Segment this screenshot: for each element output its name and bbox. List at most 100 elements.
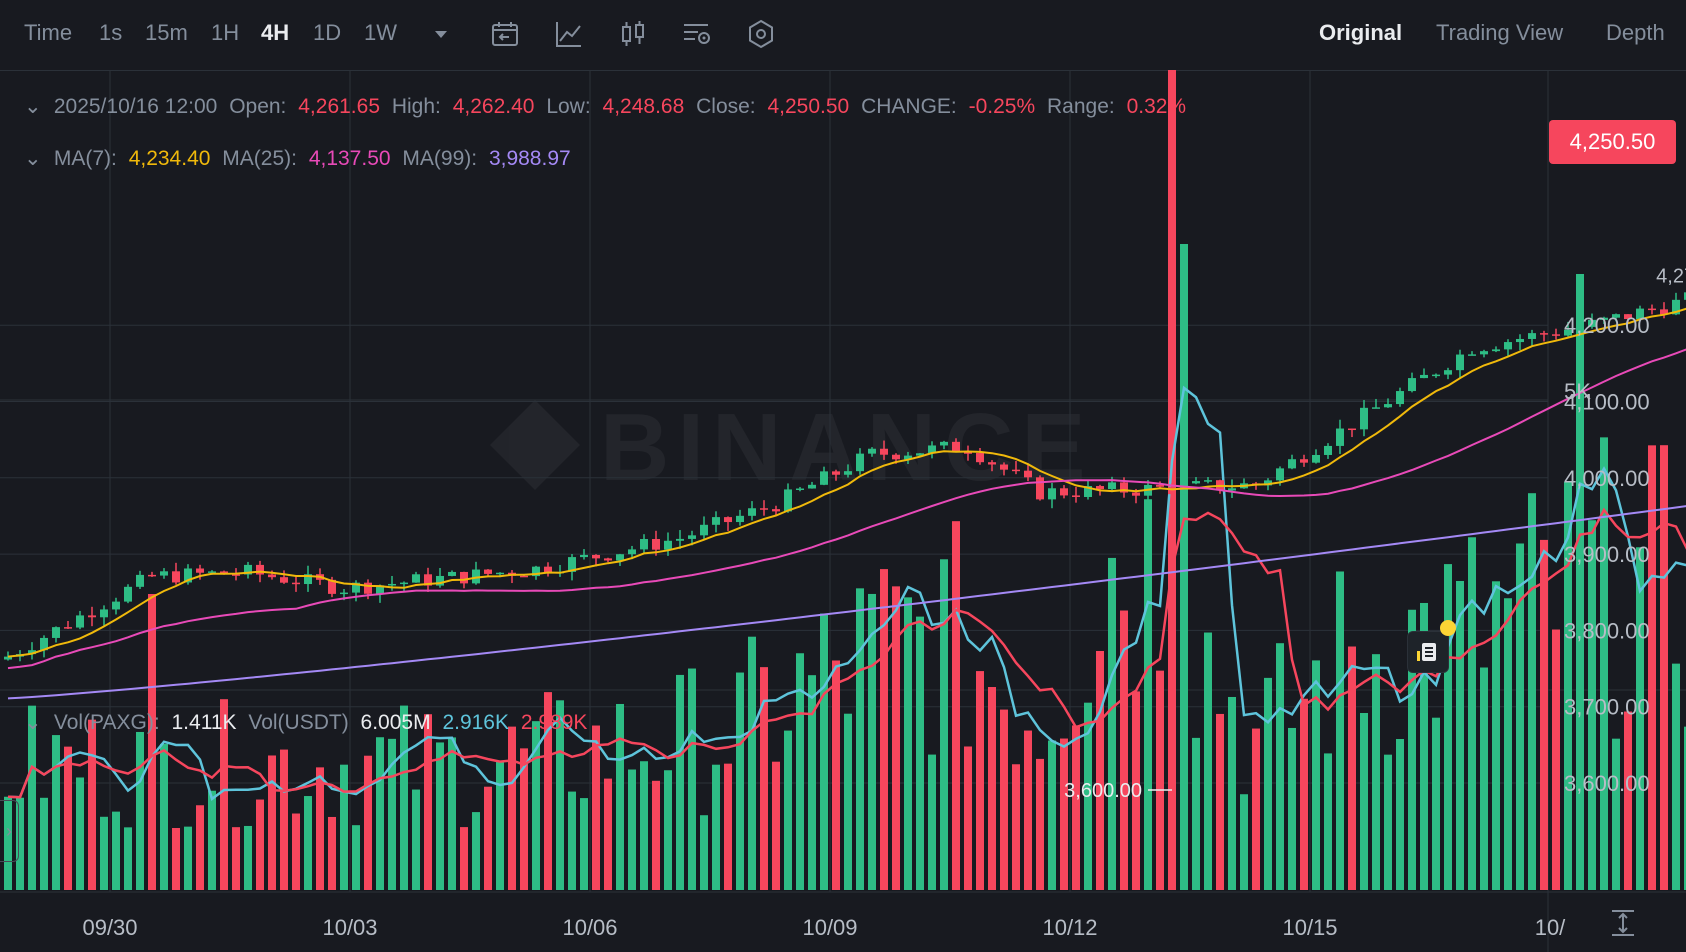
volume-bar — [1096, 650, 1104, 890]
candle-body — [376, 585, 384, 594]
volume-bar — [868, 593, 876, 890]
interval-1s[interactable]: 1s — [99, 20, 123, 45]
candle-body — [520, 575, 528, 578]
axes: 4,200.00 4,100.00 4,000.00 3,900.00 3,800.00… — [82, 266, 1686, 940]
interval-1d[interactable]: 1D — [313, 20, 342, 45]
candle-body — [748, 508, 756, 516]
candle-body — [808, 484, 816, 489]
view-depth[interactable]: Depth — [1606, 20, 1665, 45]
volume-bar — [688, 668, 696, 890]
collapse-chevron-icon[interactable]: ⌄ — [24, 711, 42, 734]
volume-bar — [1492, 581, 1500, 890]
candle-body — [172, 571, 180, 583]
change-label: CHANGE: — [861, 95, 957, 118]
price-tick-label: 3,700.00 — [1564, 695, 1650, 720]
volume-bar — [1192, 737, 1200, 890]
interval-4h[interactable]: 4H — [261, 20, 290, 45]
interval-15m[interactable]: 15m — [145, 20, 188, 45]
volume-bar — [1528, 493, 1536, 890]
price-tick-label: 3,800.00 — [1564, 618, 1650, 643]
side-expand-tab[interactable]: › — [0, 800, 19, 862]
volume-bar — [148, 594, 156, 890]
candle-body — [136, 574, 144, 587]
candle-body — [868, 448, 876, 454]
volume-bar — [220, 699, 228, 890]
view-trading-view[interactable]: Trading View — [1436, 20, 1564, 45]
candle-body — [1492, 349, 1500, 352]
volume-bar — [496, 761, 504, 890]
candle-body — [544, 566, 552, 573]
volume-bar — [1480, 667, 1488, 890]
volume-bar — [1324, 753, 1332, 890]
volume-bar — [904, 597, 912, 890]
volume-bar — [1468, 537, 1476, 890]
dropdown-caret-icon[interactable] — [424, 17, 458, 51]
candle-type-icon[interactable] — [616, 17, 650, 51]
time-tick-label: 10/15 — [1282, 915, 1337, 940]
candle-body — [124, 586, 132, 602]
candle-body — [1360, 407, 1368, 430]
volume-bar — [1036, 758, 1044, 890]
volume-bar — [880, 569, 888, 890]
vol-ma2-value: 2.989K — [520, 711, 588, 734]
candle-body — [1228, 488, 1236, 491]
candle-body — [1444, 370, 1452, 375]
interval-1h[interactable]: 1H — [211, 20, 240, 45]
candle-body — [988, 462, 996, 465]
volume-bar — [268, 755, 276, 890]
volume-ma1-line — [7, 385, 1686, 801]
candle-body — [628, 549, 636, 555]
volume-bar — [412, 789, 420, 890]
range-value: 0.32% — [1126, 95, 1187, 118]
volume-bar — [1264, 677, 1272, 890]
volume-bar — [1516, 543, 1524, 890]
volume-bar — [1072, 725, 1080, 890]
volume-bar — [1228, 696, 1236, 890]
volume-bar — [1252, 728, 1260, 890]
volume-bar — [664, 770, 672, 890]
time-tick-label: 10/09 — [802, 915, 857, 940]
indicator-icon[interactable] — [552, 17, 586, 51]
volume-bar — [640, 761, 648, 890]
calendar-icon[interactable] — [488, 17, 522, 51]
volume-bar — [1372, 654, 1380, 890]
candle-body — [1588, 319, 1596, 327]
time-tick-label: 10/06 — [562, 915, 617, 940]
ma25-line — [7, 348, 1686, 670]
candle-body — [1528, 333, 1536, 339]
candlestick-chart[interactable]: BINANCE 4,200.00 4,100.00 4,000.00 3,900.00… — [0, 70, 1686, 952]
notification-dot — [1440, 620, 1456, 636]
notes-button[interactable] — [1407, 631, 1449, 673]
auto-scale-icon[interactable] — [1608, 908, 1638, 938]
candle-body — [1336, 428, 1344, 446]
candle-body — [256, 564, 264, 575]
volume-bar — [40, 797, 48, 890]
candle-body — [1300, 459, 1308, 463]
hexagon-icon[interactable] — [744, 17, 778, 51]
volume-bar — [1276, 643, 1284, 890]
candle-body — [400, 582, 408, 585]
candle-body — [652, 539, 660, 550]
candle-body — [1348, 428, 1356, 431]
volume-bar — [1012, 764, 1020, 890]
collapse-chevron-icon[interactable]: ⌄ — [24, 95, 42, 118]
interval-1w[interactable]: 1W — [364, 20, 397, 45]
ma25-value: 4,137.50 — [308, 147, 391, 170]
candle-body — [1660, 309, 1668, 315]
interval-time[interactable]: Time — [24, 20, 73, 45]
candle-body — [964, 452, 972, 454]
candle-body — [64, 627, 72, 629]
collapse-chevron-icon[interactable]: ⌄ — [24, 147, 42, 170]
candle-body — [1684, 292, 1686, 300]
volume-bar — [604, 778, 612, 890]
view-original[interactable]: Original — [1319, 20, 1403, 45]
settings-icon[interactable] — [680, 17, 714, 51]
ma7-line — [7, 307, 1686, 658]
volume-legend: ⌄ Vol(PAXG): 1.411K Vol(USDT) 6.005M 2.9… — [24, 710, 593, 735]
candle-body — [1456, 354, 1464, 371]
candle-body — [1504, 342, 1512, 350]
volume-bar — [424, 714, 432, 890]
candle-body — [1672, 299, 1680, 315]
candle-body — [784, 489, 792, 512]
candle-body — [664, 540, 672, 550]
